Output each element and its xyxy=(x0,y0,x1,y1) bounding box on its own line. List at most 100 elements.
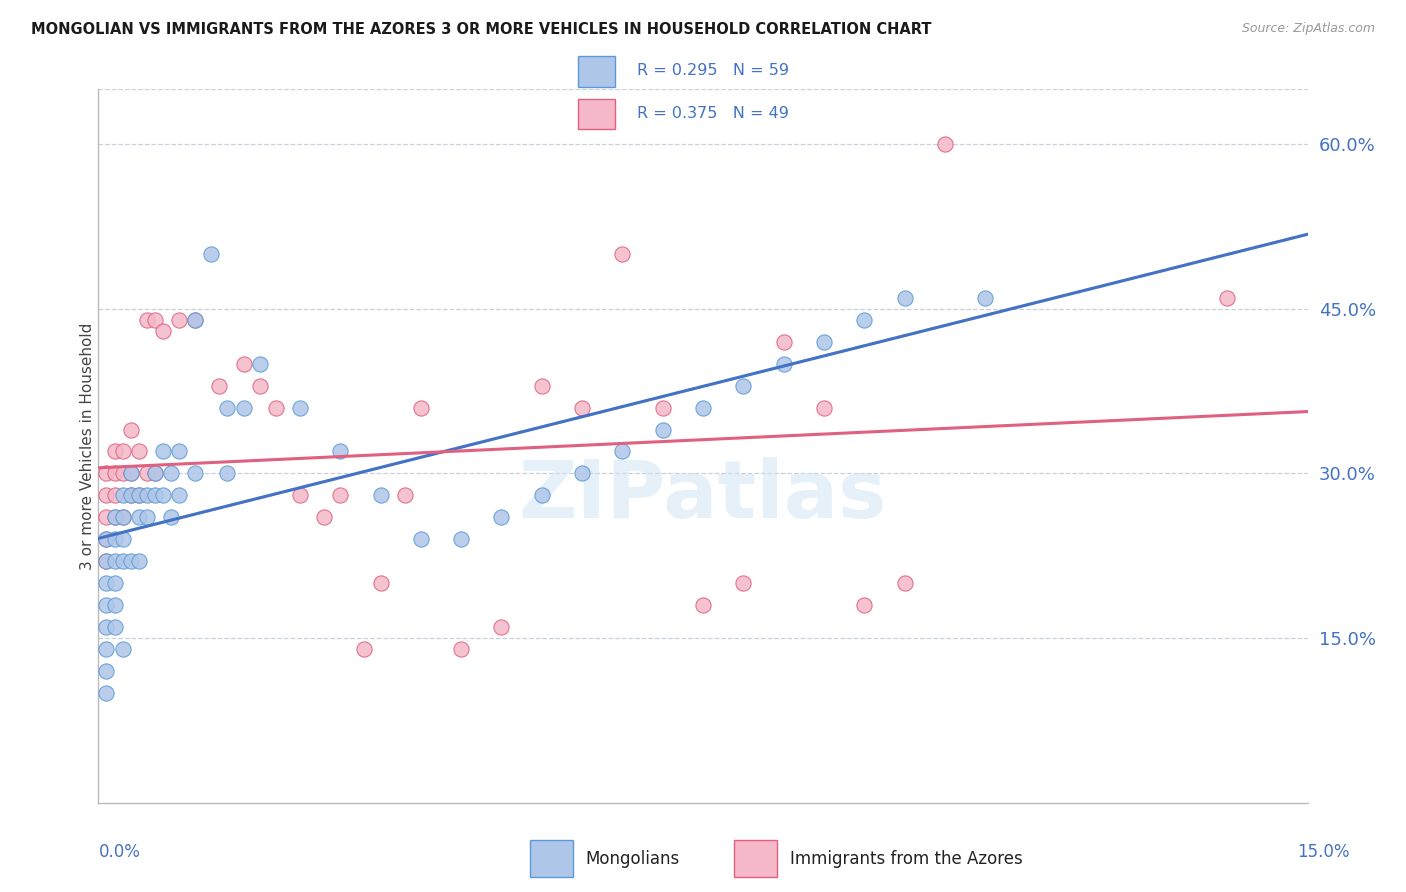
Point xyxy=(103,510,125,524)
Point xyxy=(409,533,432,547)
Point xyxy=(120,488,142,502)
Point xyxy=(217,401,239,415)
Point xyxy=(733,378,755,392)
Point xyxy=(184,312,207,326)
Point xyxy=(128,510,150,524)
Point xyxy=(111,510,134,524)
Point xyxy=(934,137,956,152)
Point xyxy=(135,488,157,502)
Point xyxy=(135,312,157,326)
Point xyxy=(152,444,174,458)
Point xyxy=(1216,291,1239,305)
Point xyxy=(96,554,118,568)
Point xyxy=(184,467,207,481)
Point xyxy=(813,334,835,349)
Point xyxy=(692,401,714,415)
Point xyxy=(491,510,513,524)
Point xyxy=(853,598,876,612)
Point xyxy=(111,444,134,458)
Point xyxy=(974,291,997,305)
Point xyxy=(893,576,915,591)
Point xyxy=(128,444,150,458)
Point xyxy=(288,488,311,502)
Text: Mongolians: Mongolians xyxy=(585,849,679,868)
Point xyxy=(160,510,183,524)
Point xyxy=(571,467,593,481)
Point xyxy=(120,488,142,502)
Point xyxy=(111,642,134,657)
Point xyxy=(96,576,118,591)
Point xyxy=(120,554,142,568)
Point xyxy=(450,642,472,657)
Point xyxy=(128,488,150,502)
Point xyxy=(329,488,352,502)
Point xyxy=(96,686,118,700)
Point xyxy=(232,401,254,415)
Point xyxy=(111,467,134,481)
Text: MONGOLIAN VS IMMIGRANTS FROM THE AZORES 3 OR MORE VEHICLES IN HOUSEHOLD CORRELAT: MONGOLIAN VS IMMIGRANTS FROM THE AZORES … xyxy=(31,22,931,37)
Point xyxy=(249,378,271,392)
Point xyxy=(217,467,239,481)
Point xyxy=(120,423,142,437)
Point xyxy=(329,444,352,458)
Point xyxy=(813,401,835,415)
Point xyxy=(530,488,553,502)
Point xyxy=(111,510,134,524)
Point xyxy=(288,401,311,415)
Point xyxy=(893,291,915,305)
Point xyxy=(353,642,375,657)
Point xyxy=(314,510,336,524)
Point xyxy=(264,401,287,415)
Point xyxy=(167,488,190,502)
Point xyxy=(96,488,118,502)
Point xyxy=(96,467,118,481)
Point xyxy=(103,510,125,524)
Text: Source: ZipAtlas.com: Source: ZipAtlas.com xyxy=(1241,22,1375,36)
Text: R = 0.295   N = 59: R = 0.295 N = 59 xyxy=(637,63,789,78)
FancyBboxPatch shape xyxy=(734,840,778,877)
Point xyxy=(612,247,634,261)
Point xyxy=(103,576,125,591)
Point xyxy=(143,312,166,326)
Point xyxy=(200,247,222,261)
Point xyxy=(450,533,472,547)
Point xyxy=(651,423,673,437)
Point xyxy=(249,357,271,371)
Text: R = 0.375   N = 49: R = 0.375 N = 49 xyxy=(637,106,789,121)
Point xyxy=(120,467,142,481)
Point xyxy=(160,467,183,481)
Point xyxy=(135,467,157,481)
Point xyxy=(733,576,755,591)
Point xyxy=(128,554,150,568)
FancyBboxPatch shape xyxy=(578,99,614,129)
Point xyxy=(96,664,118,678)
Point xyxy=(96,642,118,657)
Point xyxy=(103,467,125,481)
Y-axis label: 3 or more Vehicles in Household: 3 or more Vehicles in Household xyxy=(80,322,94,570)
Point xyxy=(143,467,166,481)
Point xyxy=(96,620,118,634)
Point xyxy=(111,533,134,547)
Point xyxy=(143,467,166,481)
Point xyxy=(152,488,174,502)
Point xyxy=(409,401,432,415)
Point xyxy=(103,488,125,502)
Text: 15.0%: 15.0% xyxy=(1298,843,1350,861)
Point xyxy=(103,533,125,547)
Point xyxy=(772,357,794,371)
Text: ZIPatlas: ZIPatlas xyxy=(519,457,887,535)
Point xyxy=(96,533,118,547)
Point xyxy=(167,312,190,326)
Point xyxy=(772,334,794,349)
Point xyxy=(103,598,125,612)
Point xyxy=(111,488,134,502)
Point xyxy=(167,444,190,458)
Point xyxy=(692,598,714,612)
Point xyxy=(530,378,553,392)
Point xyxy=(491,620,513,634)
Point xyxy=(111,554,134,568)
Point xyxy=(96,554,118,568)
FancyBboxPatch shape xyxy=(578,56,614,87)
Point xyxy=(184,312,207,326)
Point xyxy=(120,467,142,481)
